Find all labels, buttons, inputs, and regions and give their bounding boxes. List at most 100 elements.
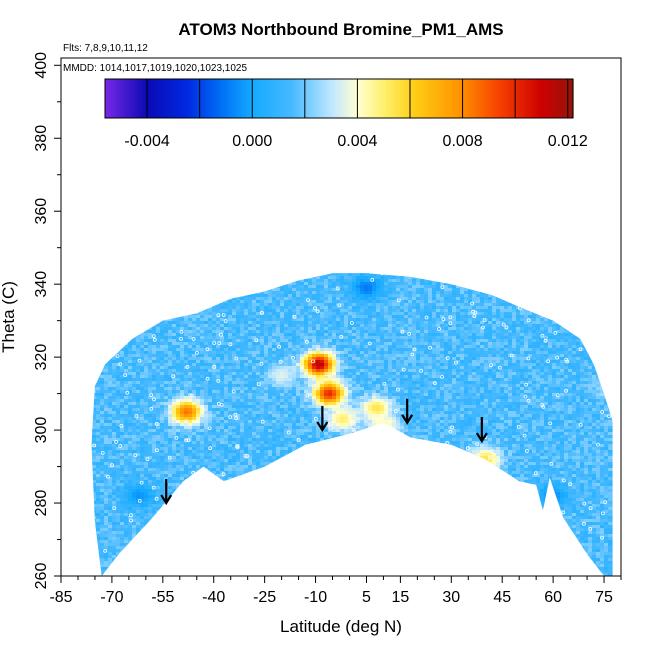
heatmap-cell xyxy=(148,273,153,274)
heatmap-cell xyxy=(192,345,197,349)
heatmap-cell xyxy=(136,468,141,472)
heatmap-cell xyxy=(76,381,81,385)
heatmap-cell xyxy=(196,381,201,385)
heatmap-cell xyxy=(84,495,89,499)
heatmap-cell xyxy=(108,327,113,331)
heatmap-cell xyxy=(200,402,205,406)
heatmap-cell xyxy=(228,354,233,358)
heatmap-cell xyxy=(196,411,201,415)
heatmap-cell xyxy=(192,534,197,538)
heatmap-cell xyxy=(252,387,257,391)
heatmap-cell xyxy=(124,549,129,553)
heatmap-cell xyxy=(244,564,249,568)
heatmap-cell xyxy=(220,339,225,343)
heatmap-cell xyxy=(96,339,101,343)
heatmap-cell xyxy=(136,444,141,448)
heatmap-cell xyxy=(91,423,93,427)
heatmap-cell xyxy=(104,444,109,448)
heatmap-cell xyxy=(128,366,133,370)
heatmap-cell xyxy=(200,507,205,511)
heatmap-cell xyxy=(216,552,221,556)
heatmap-cell xyxy=(68,375,73,379)
heatmap-cell xyxy=(152,462,157,466)
heatmap-cell xyxy=(140,324,145,328)
heatmap-cell xyxy=(248,354,253,358)
heatmap-cell xyxy=(160,537,165,541)
heatmap-cell xyxy=(84,489,89,493)
heatmap-cell xyxy=(152,261,157,265)
heatmap-cell xyxy=(112,339,117,343)
heatmap-cell xyxy=(216,300,221,304)
heatmap-cell xyxy=(228,459,233,463)
heatmap-cell xyxy=(180,537,185,541)
heatmap-cell xyxy=(168,258,173,262)
heatmap-cell xyxy=(100,531,105,535)
heatmap-cell xyxy=(91,414,93,418)
heatmap-cell xyxy=(236,360,241,364)
heatmap-cell xyxy=(212,570,217,574)
heatmap-cell xyxy=(76,429,81,433)
heatmap-cell xyxy=(176,525,181,529)
heatmap-cell xyxy=(200,351,205,355)
heatmap-cell xyxy=(92,489,97,493)
heatmap-cell xyxy=(152,369,157,373)
heatmap-cell xyxy=(204,513,209,517)
heatmap-cell xyxy=(216,477,221,481)
heatmap-cell xyxy=(240,360,245,364)
heatmap-cell xyxy=(172,318,177,322)
heatmap-cell xyxy=(240,444,245,448)
heatmap-cell xyxy=(84,429,89,433)
heatmap-cell xyxy=(252,282,257,286)
heatmap-cell xyxy=(104,570,109,574)
heatmap-cell xyxy=(124,303,129,307)
heatmap-cell xyxy=(144,393,149,397)
heatmap-cell xyxy=(80,534,85,538)
heatmap-cell xyxy=(252,393,257,397)
heatmap-cell xyxy=(140,438,145,442)
heatmap-cell xyxy=(192,324,197,328)
heatmap-cell xyxy=(224,453,229,457)
heatmap-cell xyxy=(140,354,145,358)
heatmap-cell xyxy=(91,330,93,334)
heatmap-cell xyxy=(136,567,141,571)
heatmap-cell xyxy=(84,438,89,442)
heatmap-cell xyxy=(248,543,253,547)
heatmap-cell xyxy=(148,501,153,505)
heatmap-cell xyxy=(80,519,85,523)
heatmap-cell xyxy=(112,264,117,268)
heatmap-cell xyxy=(116,387,121,391)
heatmap-cell xyxy=(108,300,113,304)
heatmap-cell xyxy=(208,276,213,280)
heatmap-cell xyxy=(188,423,193,427)
heatmap-cell xyxy=(72,495,77,499)
heatmap-cell xyxy=(160,375,165,379)
heatmap-cell xyxy=(164,306,169,310)
heatmap-cell xyxy=(160,378,165,382)
heatmap-cell xyxy=(140,414,145,418)
heatmap-cell xyxy=(156,453,161,457)
heatmap-cell xyxy=(172,531,177,535)
heatmap-cell xyxy=(192,396,197,400)
heatmap-cell xyxy=(164,399,169,403)
heatmap-cell xyxy=(112,378,117,382)
heatmap-cell xyxy=(120,438,125,442)
heatmap-cell xyxy=(196,291,201,295)
heatmap-cell xyxy=(240,570,245,574)
heatmap-cell xyxy=(144,462,149,466)
heatmap-cell xyxy=(232,327,237,331)
heatmap-cell xyxy=(91,504,93,508)
heatmap-cell xyxy=(244,375,249,379)
heatmap-cell xyxy=(68,372,73,376)
heatmap-cell xyxy=(108,546,113,550)
heatmap-cell xyxy=(204,504,209,508)
heatmap-cell xyxy=(116,345,121,349)
heatmap-cell xyxy=(220,273,225,274)
heatmap-cell xyxy=(152,459,157,463)
heatmap-cell xyxy=(244,354,249,358)
heatmap-cell xyxy=(120,393,125,397)
heatmap-cell xyxy=(188,561,193,565)
heatmap-cell xyxy=(244,513,249,517)
heatmap-cell xyxy=(124,411,129,415)
heatmap-cell xyxy=(176,363,181,367)
heatmap-cell xyxy=(112,357,117,361)
